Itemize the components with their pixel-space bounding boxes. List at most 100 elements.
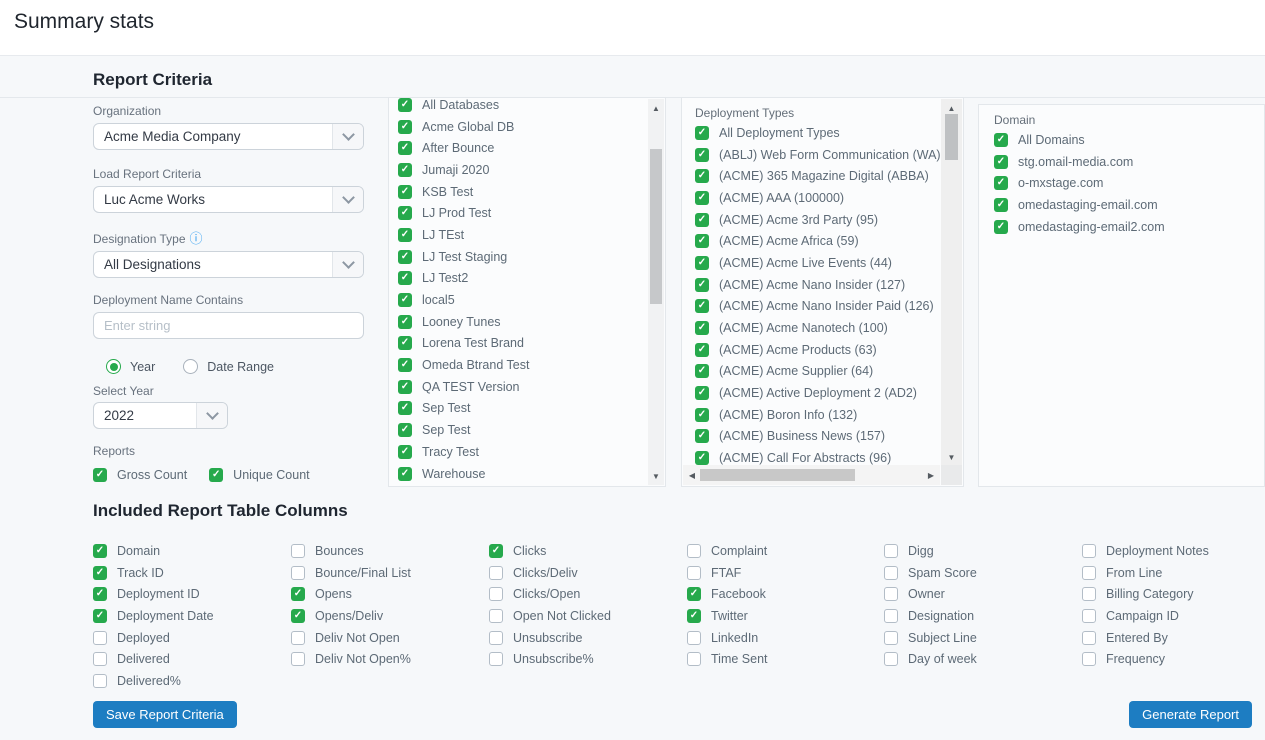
deployment-type-checkbox[interactable]: ✓ (695, 125, 709, 140)
column-option-checkbox[interactable] (884, 587, 898, 602)
domain-checkbox[interactable]: ✓ (994, 219, 1008, 234)
column-option-checkbox[interactable] (489, 608, 503, 623)
database-checkbox[interactable]: ✓ (398, 206, 412, 221)
domain-checkbox[interactable]: ✓ (994, 176, 1008, 191)
database-checkbox[interactable]: ✓ (398, 401, 412, 416)
deployment-type-checkbox[interactable]: ✓ (695, 190, 709, 205)
scrollbar-thumb[interactable] (650, 149, 662, 304)
date-mode-option[interactable]: Year (106, 359, 155, 374)
generate-report-button[interactable]: Generate Report (1129, 701, 1252, 728)
database-checkbox[interactable]: ✓ (398, 358, 412, 373)
column-option-checkbox[interactable] (687, 543, 701, 558)
database-checkbox[interactable]: ✓ (398, 444, 412, 459)
database-checkbox[interactable]: ✓ (398, 379, 412, 394)
deployment-type-checkbox[interactable]: ✓ (695, 407, 709, 422)
column-option-checkbox[interactable]: ✓ (489, 543, 503, 558)
scroll-down-icon[interactable]: ▼ (947, 452, 956, 462)
column-option-checkbox[interactable] (489, 587, 503, 602)
database-checkbox[interactable]: ✓ (398, 314, 412, 329)
report-option-checkbox[interactable]: ✓ (93, 467, 107, 482)
deployment-type-checkbox[interactable]: ✓ (695, 321, 709, 336)
column-option-checkbox[interactable]: ✓ (93, 608, 107, 623)
column-option-checkbox[interactable] (1082, 630, 1096, 645)
scroll-left-icon[interactable]: ◀ (688, 470, 696, 480)
deployment-types-horizontal-scrollbar[interactable]: ◀ ▶ (683, 465, 940, 485)
column-option-checkbox[interactable] (291, 543, 305, 558)
scroll-up-icon[interactable]: ▲ (652, 103, 660, 113)
database-checkbox[interactable]: ✓ (398, 98, 412, 112)
column-option-checkbox[interactable] (687, 652, 701, 667)
scroll-down-icon[interactable]: ▼ (652, 471, 660, 481)
column-option-checkbox[interactable] (1082, 565, 1096, 580)
column-option-checkbox[interactable] (884, 565, 898, 580)
column-option-checkbox[interactable] (489, 630, 503, 645)
report-option-checkbox[interactable]: ✓ (209, 467, 224, 482)
scrollbar-thumb[interactable] (945, 114, 958, 160)
column-option-checkbox[interactable]: ✓ (93, 543, 107, 558)
database-checkbox[interactable]: ✓ (398, 119, 412, 134)
deployment-type-checkbox[interactable]: ✓ (695, 451, 709, 466)
domain-checkbox[interactable]: ✓ (994, 197, 1008, 212)
database-checkbox[interactable]: ✓ (398, 336, 412, 351)
column-option-checkbox[interactable] (291, 565, 305, 580)
column-option-checkbox[interactable]: ✓ (93, 565, 107, 580)
column-option-checkbox[interactable]: ✓ (291, 587, 305, 602)
domain-checkbox[interactable]: ✓ (994, 154, 1008, 169)
deployment-type-checkbox[interactable]: ✓ (695, 299, 709, 314)
database-checkbox[interactable]: ✓ (398, 293, 412, 308)
databases-scrollbar[interactable]: ▲ ▼ (648, 99, 664, 485)
column-option-checkbox[interactable] (1082, 543, 1096, 558)
deployment-type-checkbox[interactable]: ✓ (695, 212, 709, 227)
column-option-checkbox[interactable] (1082, 608, 1096, 623)
database-checkbox[interactable]: ✓ (398, 162, 412, 177)
select-year-select[interactable]: 2022 (93, 402, 228, 429)
column-option-checkbox[interactable] (687, 630, 701, 645)
column-option-checkbox[interactable] (884, 543, 898, 558)
column-option-checkbox[interactable]: ✓ (291, 608, 305, 623)
scroll-up-icon[interactable]: ▲ (947, 103, 956, 113)
deployment-type-checkbox[interactable]: ✓ (695, 255, 709, 270)
deployment-type-checkbox[interactable]: ✓ (695, 342, 709, 357)
column-option-checkbox[interactable] (687, 565, 701, 580)
save-report-criteria-button[interactable]: Save Report Criteria (93, 701, 237, 728)
deployment-type-checkbox[interactable]: ✓ (695, 364, 709, 379)
info-icon[interactable]: ⓘ (189, 231, 203, 246)
deployment-type-checkbox[interactable]: ✓ (695, 429, 709, 444)
column-option-checkbox[interactable] (291, 652, 305, 667)
deployment-name-input[interactable] (93, 312, 364, 339)
deployment-type-checkbox[interactable]: ✓ (695, 277, 709, 292)
column-option-checkbox[interactable] (489, 652, 503, 667)
column-option-checkbox[interactable]: ✓ (93, 587, 107, 602)
date-mode-option[interactable]: Date Range (183, 359, 274, 374)
database-checkbox[interactable]: ✓ (398, 184, 412, 199)
database-checkbox[interactable]: ✓ (398, 227, 412, 242)
column-option-checkbox[interactable] (291, 630, 305, 645)
column-option-checkbox[interactable]: ✓ (687, 587, 701, 602)
deployment-type-checkbox[interactable]: ✓ (695, 234, 709, 249)
organization-select[interactable]: Acme Media Company (93, 123, 364, 150)
database-checkbox[interactable]: ✓ (398, 271, 412, 286)
designation-type-select[interactable]: All Designations (93, 251, 364, 278)
column-option-checkbox[interactable] (884, 630, 898, 645)
deployment-type-checkbox[interactable]: ✓ (695, 147, 709, 162)
column-option-checkbox[interactable] (489, 565, 503, 580)
load-report-criteria-select[interactable]: Luc Acme Works (93, 186, 364, 213)
column-option-checkbox[interactable] (93, 673, 107, 688)
column-option-checkbox[interactable] (884, 652, 898, 667)
database-checkbox[interactable]: ✓ (398, 423, 412, 438)
deployment-type-checkbox[interactable]: ✓ (695, 386, 709, 401)
domain-checkbox[interactable]: ✓ (994, 132, 1008, 147)
column-option-checkbox[interactable]: ✓ (687, 608, 701, 623)
column-option-checkbox[interactable] (93, 652, 107, 667)
scrollbar-thumb[interactable] (700, 469, 855, 481)
radio-selected-icon[interactable] (106, 359, 121, 374)
column-option-checkbox[interactable] (93, 630, 107, 645)
column-option-checkbox[interactable] (1082, 652, 1096, 667)
database-checkbox[interactable]: ✓ (398, 141, 412, 156)
database-checkbox[interactable]: ✓ (398, 466, 412, 481)
column-option-checkbox[interactable] (1082, 587, 1096, 602)
scroll-right-icon[interactable]: ▶ (927, 470, 935, 480)
deployment-types-vertical-scrollbar[interactable]: ▲ ▼ (941, 99, 962, 466)
column-option-checkbox[interactable] (884, 608, 898, 623)
radio-icon[interactable] (183, 359, 199, 374)
